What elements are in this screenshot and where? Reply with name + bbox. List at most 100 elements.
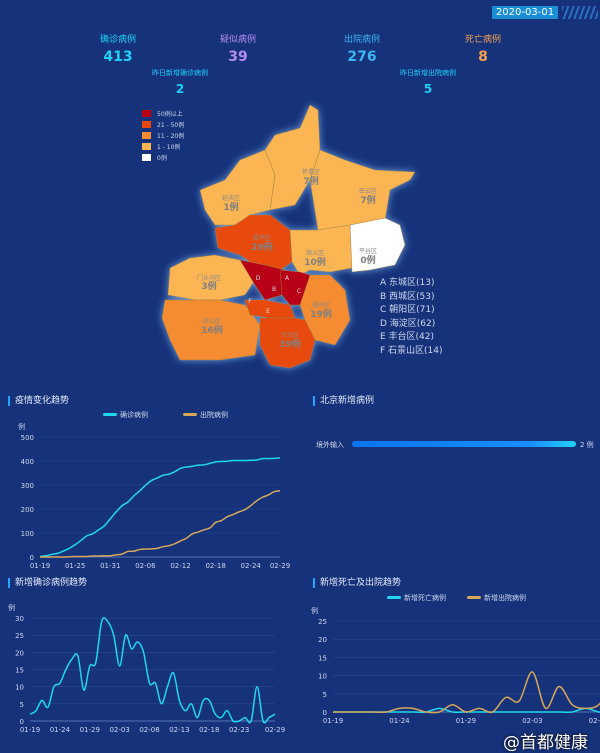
- data-point[interactable]: [94, 661, 98, 665]
- data-point[interactable]: [132, 549, 136, 553]
- data-point[interactable]: [384, 710, 388, 714]
- data-point[interactable]: [225, 515, 229, 519]
- data-point[interactable]: [73, 543, 77, 547]
- data-point[interactable]: [173, 470, 177, 474]
- data-point[interactable]: [34, 709, 38, 713]
- data-point[interactable]: [52, 685, 56, 689]
- data-point[interactable]: [28, 712, 32, 716]
- data-point[interactable]: [159, 702, 163, 706]
- data-point[interactable]: [177, 698, 181, 702]
- data-point[interactable]: [266, 457, 270, 461]
- district-fangshan[interactable]: [161, 299, 261, 361]
- data-point[interactable]: [243, 459, 247, 463]
- data-point[interactable]: [138, 489, 142, 493]
- data-point[interactable]: [231, 513, 235, 517]
- data-point[interactable]: [424, 710, 428, 714]
- data-point[interactable]: [491, 710, 495, 714]
- data-point[interactable]: [126, 549, 130, 553]
- data-point[interactable]: [214, 520, 218, 524]
- data-point[interactable]: [255, 499, 259, 503]
- data-point[interactable]: [102, 524, 106, 528]
- data-point[interactable]: [557, 685, 561, 689]
- data-point[interactable]: [451, 703, 455, 707]
- data-point[interactable]: [208, 526, 212, 530]
- data-point[interactable]: [331, 710, 335, 714]
- data-point[interactable]: [178, 466, 182, 470]
- data-point[interactable]: [237, 510, 241, 514]
- data-point[interactable]: [155, 476, 159, 480]
- data-point[interactable]: [225, 459, 229, 463]
- data-point[interactable]: [97, 554, 101, 558]
- data-point[interactable]: [44, 555, 48, 559]
- data-point[interactable]: [171, 671, 175, 675]
- data-point[interactable]: [219, 459, 223, 463]
- data-point[interactable]: [272, 490, 276, 494]
- data-point[interactable]: [231, 459, 235, 463]
- data-point[interactable]: [477, 710, 481, 714]
- data-point[interactable]: [278, 456, 282, 460]
- data-point[interactable]: [195, 716, 199, 720]
- data-point[interactable]: [272, 456, 276, 460]
- data-point[interactable]: [255, 685, 259, 689]
- data-point[interactable]: [120, 504, 124, 508]
- data-point[interactable]: [67, 555, 71, 559]
- data-point[interactable]: [278, 489, 282, 493]
- data-point[interactable]: [371, 710, 375, 714]
- data-point[interactable]: [208, 461, 212, 465]
- data-point[interactable]: [149, 547, 153, 551]
- data-point[interactable]: [100, 619, 104, 623]
- legend-label[interactable]: 确诊病例: [120, 410, 148, 419]
- data-point[interactable]: [196, 463, 200, 467]
- data-point[interactable]: [85, 555, 89, 559]
- district-fengtai[interactable]: [244, 299, 296, 319]
- series-line-0[interactable]: [39, 457, 281, 558]
- data-point[interactable]: [143, 483, 147, 487]
- data-point[interactable]: [88, 664, 92, 668]
- legend-label[interactable]: 新增死亡病例: [404, 593, 446, 602]
- series-line-0[interactable]: [29, 617, 276, 724]
- district-miyun[interactable]: [309, 149, 416, 233]
- data-point[interactable]: [584, 706, 588, 710]
- data-point[interactable]: [112, 633, 116, 637]
- data-point[interactable]: [40, 698, 44, 702]
- data-point[interactable]: [118, 664, 122, 668]
- data-point[interactable]: [213, 712, 217, 716]
- series-line-1[interactable]: [39, 490, 281, 558]
- data-point[interactable]: [190, 532, 194, 536]
- data-point[interactable]: [517, 699, 521, 703]
- data-point[interactable]: [219, 519, 223, 523]
- data-point[interactable]: [167, 472, 171, 476]
- data-point[interactable]: [358, 710, 362, 714]
- data-point[interactable]: [136, 640, 140, 644]
- district-yanqing[interactable]: [199, 149, 276, 226]
- data-point[interactable]: [237, 459, 241, 463]
- data-point[interactable]: [530, 670, 534, 674]
- data-point[interactable]: [85, 534, 89, 538]
- data-point[interactable]: [189, 702, 193, 706]
- data-point[interactable]: [261, 719, 265, 723]
- data-point[interactable]: [202, 528, 206, 532]
- legend-item[interactable]: 1 - 10例: [142, 141, 184, 152]
- data-point[interactable]: [219, 716, 223, 720]
- data-point[interactable]: [437, 706, 441, 710]
- series-line-1[interactable]: [333, 628, 600, 714]
- data-point[interactable]: [243, 716, 247, 720]
- data-point[interactable]: [155, 546, 159, 550]
- data-point[interactable]: [114, 510, 118, 514]
- legend-label[interactable]: 新增出院病例: [484, 593, 526, 602]
- legend-item[interactable]: 0例: [142, 152, 184, 163]
- data-point[interactable]: [397, 710, 401, 714]
- data-point[interactable]: [108, 554, 112, 558]
- data-point[interactable]: [124, 633, 128, 637]
- data-point[interactable]: [544, 710, 548, 714]
- data-point[interactable]: [267, 716, 271, 720]
- data-point[interactable]: [260, 495, 264, 499]
- data-point[interactable]: [255, 458, 259, 462]
- data-point[interactable]: [178, 539, 182, 543]
- data-point[interactable]: [46, 705, 50, 709]
- data-point[interactable]: [231, 719, 235, 723]
- data-point[interactable]: [225, 709, 229, 713]
- district-mentougou[interactable]: [167, 254, 256, 301]
- data-point[interactable]: [130, 647, 134, 651]
- data-point[interactable]: [437, 710, 441, 714]
